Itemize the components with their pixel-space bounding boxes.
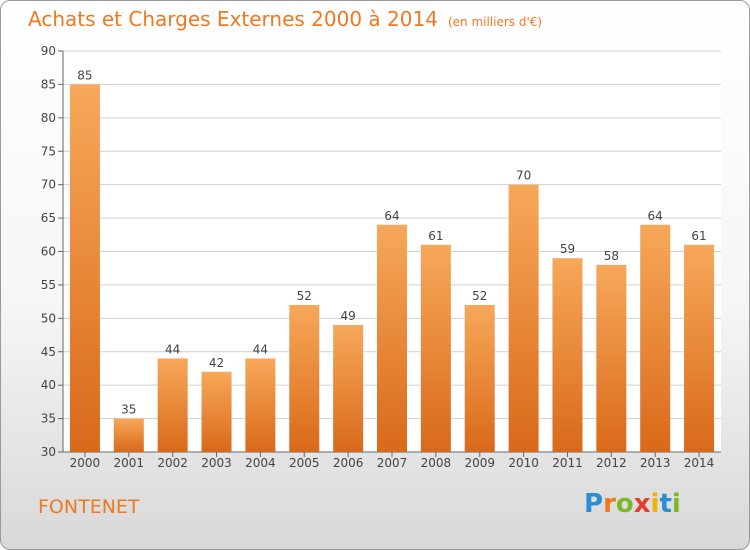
- x-tick-label: 2001: [114, 456, 145, 470]
- bar-value-label: 70: [516, 169, 531, 183]
- y-tick-label: 60: [41, 245, 56, 259]
- logo-letter: o: [615, 489, 634, 519]
- logo-letter: i: [650, 489, 660, 519]
- bar-value-label: 64: [648, 209, 663, 223]
- bar: [464, 304, 495, 452]
- x-tick-label: 2012: [596, 456, 627, 470]
- bar-value-label: 42: [209, 356, 224, 370]
- y-tick-label: 30: [41, 445, 56, 459]
- x-tick-label: 2009: [464, 456, 495, 470]
- y-tick-label: 90: [41, 44, 56, 58]
- x-tick-label: 2008: [421, 456, 452, 470]
- bar-value-label: 52: [297, 289, 312, 303]
- bar-value-label: 85: [77, 68, 92, 82]
- bar: [552, 258, 583, 452]
- y-tick-label: 65: [41, 211, 56, 225]
- bar-value-label: 44: [253, 342, 268, 356]
- y-tick-label: 35: [41, 412, 56, 426]
- chart-title: Achats et Charges Externes 2000 à 2014 (e…: [28, 7, 542, 31]
- bar: [201, 371, 232, 452]
- bar: [333, 325, 364, 452]
- y-tick-label: 45: [41, 345, 56, 359]
- location-label: FONTENET: [38, 496, 140, 518]
- chart-subtitle: (en milliers d'€): [447, 15, 543, 29]
- bar-value-label: 61: [691, 229, 706, 243]
- y-tick-label: 80: [41, 111, 56, 125]
- y-tick-label: 70: [41, 178, 56, 192]
- logo-letter: P: [584, 489, 604, 519]
- y-tick-label: 75: [41, 144, 56, 158]
- x-tick-label: 2006: [333, 456, 364, 470]
- y-tick-label: 40: [41, 378, 56, 392]
- bar: [113, 418, 144, 452]
- x-tick-label: 2007: [377, 456, 408, 470]
- y-tick-label: 50: [41, 311, 56, 325]
- logo-letter: i: [671, 489, 681, 519]
- chart-title-text: Achats et Charges Externes 2000 à 2014: [28, 7, 438, 31]
- x-tick-label: 2011: [552, 456, 583, 470]
- bar: [157, 358, 188, 452]
- bar: [289, 304, 320, 452]
- bar: [640, 224, 671, 452]
- logo-letter: r: [603, 489, 616, 519]
- x-tick-label: 2005: [289, 456, 320, 470]
- logo-letter: t: [659, 489, 672, 519]
- y-tick-label: 55: [41, 278, 56, 292]
- logo-letter: x: [633, 489, 651, 519]
- bar: [596, 264, 627, 452]
- x-tick-label: 2004: [245, 456, 276, 470]
- bar: [508, 184, 539, 452]
- x-tick-label: 2014: [684, 456, 715, 470]
- x-tick-label: 2003: [201, 456, 232, 470]
- bar-value-label: 61: [428, 229, 443, 243]
- bar-value-label: 58: [604, 249, 619, 263]
- proxiti-logo: Proxiti: [584, 489, 681, 519]
- x-tick-label: 2000: [70, 456, 101, 470]
- x-tick-label: 2013: [640, 456, 671, 470]
- bar-value-label: 64: [384, 209, 399, 223]
- x-tick-label: 2002: [157, 456, 188, 470]
- bar: [245, 358, 276, 452]
- bar: [69, 84, 100, 453]
- bar: [420, 244, 451, 452]
- bar-value-label: 49: [340, 309, 355, 323]
- y-tick-label: 85: [41, 77, 56, 91]
- bar-value-label: 44: [165, 342, 180, 356]
- bar-value-label: 59: [560, 242, 575, 256]
- bar-value-label: 52: [472, 289, 487, 303]
- bar: [684, 244, 715, 452]
- x-tick-label: 2010: [508, 456, 539, 470]
- bar: [377, 224, 407, 452]
- bar-value-label: 35: [121, 403, 136, 417]
